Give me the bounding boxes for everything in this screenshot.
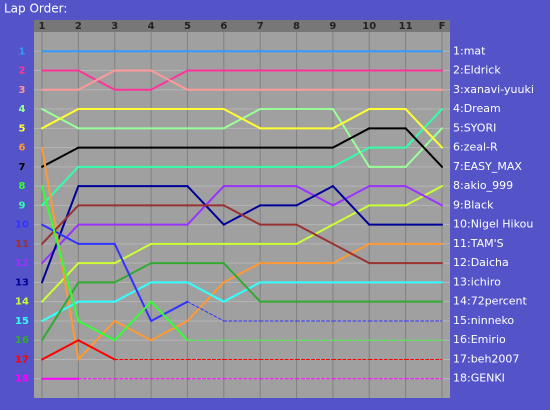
lap-segment <box>113 281 153 303</box>
legend-label: 18:GENKI <box>453 372 505 385</box>
legend-label: 6:zeal-R <box>453 141 498 154</box>
lap-header <box>34 20 450 32</box>
lap-segment <box>295 223 334 245</box>
lap-segment <box>331 185 371 207</box>
legend-label: 9:Black <box>453 198 494 211</box>
lap-segment <box>41 146 80 168</box>
y-tick-label: 6 <box>19 143 26 154</box>
lap-segment <box>186 281 225 322</box>
x-tick-label: F <box>439 21 446 32</box>
legend-label: 10:Nigel Hikou <box>453 218 533 231</box>
legend-label: 1:mat <box>453 44 486 57</box>
lap-segment <box>113 242 153 265</box>
legend-label: 11:TAM'S <box>453 237 504 250</box>
legend-label: 15:ninneko <box>453 314 514 327</box>
lap-segment <box>222 204 262 226</box>
y-tick-label: 8 <box>19 181 26 192</box>
lap-segment <box>331 127 371 149</box>
x-tick-label: 3 <box>111 21 118 32</box>
y-tick-label: 10 <box>15 220 29 231</box>
x-tick-label: 2 <box>75 21 82 32</box>
lap-segment <box>222 262 262 284</box>
x-tick-label: 8 <box>293 21 300 32</box>
legend-label: 5:SYORI <box>453 121 496 134</box>
y-tick-label: 1 <box>19 46 26 57</box>
lap-segment <box>41 165 80 207</box>
lap-segment <box>186 281 225 303</box>
x-tick-label: 10 <box>362 21 376 32</box>
lap-segment <box>331 185 371 226</box>
x-tick-label: 6 <box>220 21 227 32</box>
y-tick-label: 12 <box>15 258 29 269</box>
lap-segment <box>41 108 80 130</box>
legend-label: 17:beh2007 <box>453 352 519 365</box>
lap-segment <box>404 185 443 207</box>
legend-label: 13:ichiro <box>453 275 501 288</box>
lap-segment <box>404 108 443 149</box>
y-tick-label: 9 <box>19 200 26 211</box>
lap-segment <box>295 185 334 207</box>
legend-label: 3:xanavi-yuuki <box>453 83 534 96</box>
lap-segment <box>41 223 80 245</box>
lap-segment <box>150 300 189 322</box>
y-tick-label: 18 <box>15 374 29 385</box>
legend-label: 7:EASY_MAX <box>453 160 522 173</box>
y-tick-label: 7 <box>19 162 26 173</box>
y-tick-label: 13 <box>15 277 29 288</box>
lap-segment <box>331 242 371 265</box>
lap-segment <box>41 204 80 245</box>
x-tick-label: 9 <box>329 21 336 32</box>
y-tick-label: 3 <box>19 85 26 96</box>
lap-segment <box>150 300 189 342</box>
lap-segment <box>77 69 116 91</box>
lap-segment <box>41 262 80 303</box>
y-tick-label: 4 <box>19 104 26 115</box>
y-tick-label: 5 <box>19 123 26 134</box>
x-tick-label: 4 <box>148 21 155 32</box>
legend-label: 14:72percent <box>453 295 528 308</box>
lap-segment <box>41 339 80 361</box>
lap-segment <box>77 319 116 342</box>
y-tick-label: 16 <box>15 335 29 346</box>
lap-segment <box>331 146 371 168</box>
lap-segment <box>113 300 153 342</box>
legend-label: 12:Daicha <box>453 256 509 269</box>
lap-segment <box>41 281 80 342</box>
lap-segment <box>150 69 189 91</box>
y-tick-label: 11 <box>15 239 29 250</box>
x-tick-label: 5 <box>184 21 191 32</box>
y-tick-label: 17 <box>15 354 29 365</box>
legend-label: 8:akio_999 <box>453 179 513 192</box>
legend-label: 2:Eldrick <box>453 64 501 77</box>
lap-segment <box>113 319 153 342</box>
y-tick-label: 2 <box>19 66 26 77</box>
lap-segment <box>222 281 262 303</box>
lap-segment <box>404 127 443 168</box>
lap-segment <box>113 262 153 284</box>
lap-segment <box>222 262 262 303</box>
legend-label: 16:Emirio <box>453 333 506 346</box>
lap-segment <box>41 185 80 322</box>
x-tick-label: 7 <box>257 21 264 32</box>
lap-segment <box>77 339 116 361</box>
chart-title: Lap Order: <box>4 2 67 16</box>
lap-segment <box>331 204 371 226</box>
legend-label: 4:Dream <box>453 102 501 115</box>
lap-segment <box>331 108 371 130</box>
lap-segment <box>77 319 116 361</box>
x-tick-label: 11 <box>399 21 413 32</box>
lap-segment <box>150 319 189 342</box>
lap-segment <box>222 108 262 130</box>
lap-segment <box>186 301 225 322</box>
y-tick-label: 15 <box>15 316 29 327</box>
x-tick-label: 1 <box>39 21 46 32</box>
y-tick-label: 14 <box>15 297 29 308</box>
lap-segment <box>41 223 80 265</box>
